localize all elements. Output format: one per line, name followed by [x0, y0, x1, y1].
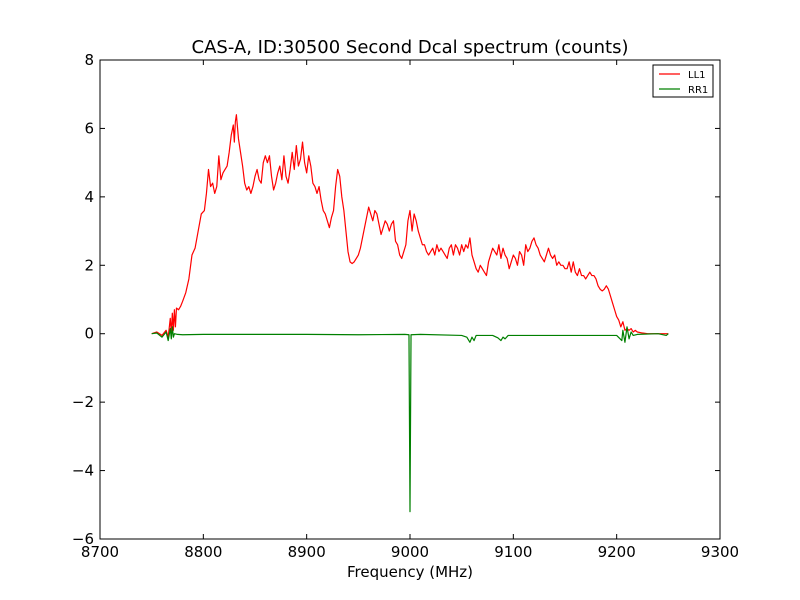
chart-title: CAS-A, ID:30500 Second Dcal spectrum (co… — [192, 37, 629, 58]
legend-box — [652, 64, 714, 98]
legend-label-ll1: LL1 — [688, 70, 706, 81]
x-tick-label: 8700 — [81, 543, 119, 561]
y-tick-label: 6 — [84, 119, 94, 137]
y-tick-label: −4 — [72, 462, 94, 480]
x-axis-label: Frequency (MHz) — [347, 563, 473, 581]
x-tick-label: 8800 — [184, 543, 222, 561]
y-tick-label: 0 — [84, 325, 94, 343]
legend: LL1 RR1 — [652, 64, 714, 98]
x-tick-label: 9200 — [598, 543, 636, 561]
series-group — [151, 114, 669, 513]
x-tick-label: 8900 — [288, 543, 326, 561]
x-tick-label: 9300 — [701, 543, 739, 561]
tick-group: 8700 8800 8900 9000 9100 9200 9300 −6 −4 −2 0 2 4 6 8 — [72, 51, 739, 561]
x-tick-label: 9100 — [494, 543, 532, 561]
y-tick-label: 8 — [84, 51, 94, 69]
x-tick-label: 9000 — [391, 543, 429, 561]
y-tick-label: −2 — [72, 393, 94, 411]
y-tick-label: 2 — [84, 256, 94, 274]
series-line-rr1 — [151, 326, 669, 513]
y-tick-label: −6 — [72, 530, 94, 548]
plot-area: 8700 8800 8900 9000 9100 9200 9300 −6 −4 −2 0 2 4 6 8 — [72, 51, 739, 561]
series-line-ll1 — [151, 114, 669, 338]
legend-label-rr1: RR1 — [688, 85, 708, 96]
y-tick-label: 4 — [84, 188, 94, 206]
